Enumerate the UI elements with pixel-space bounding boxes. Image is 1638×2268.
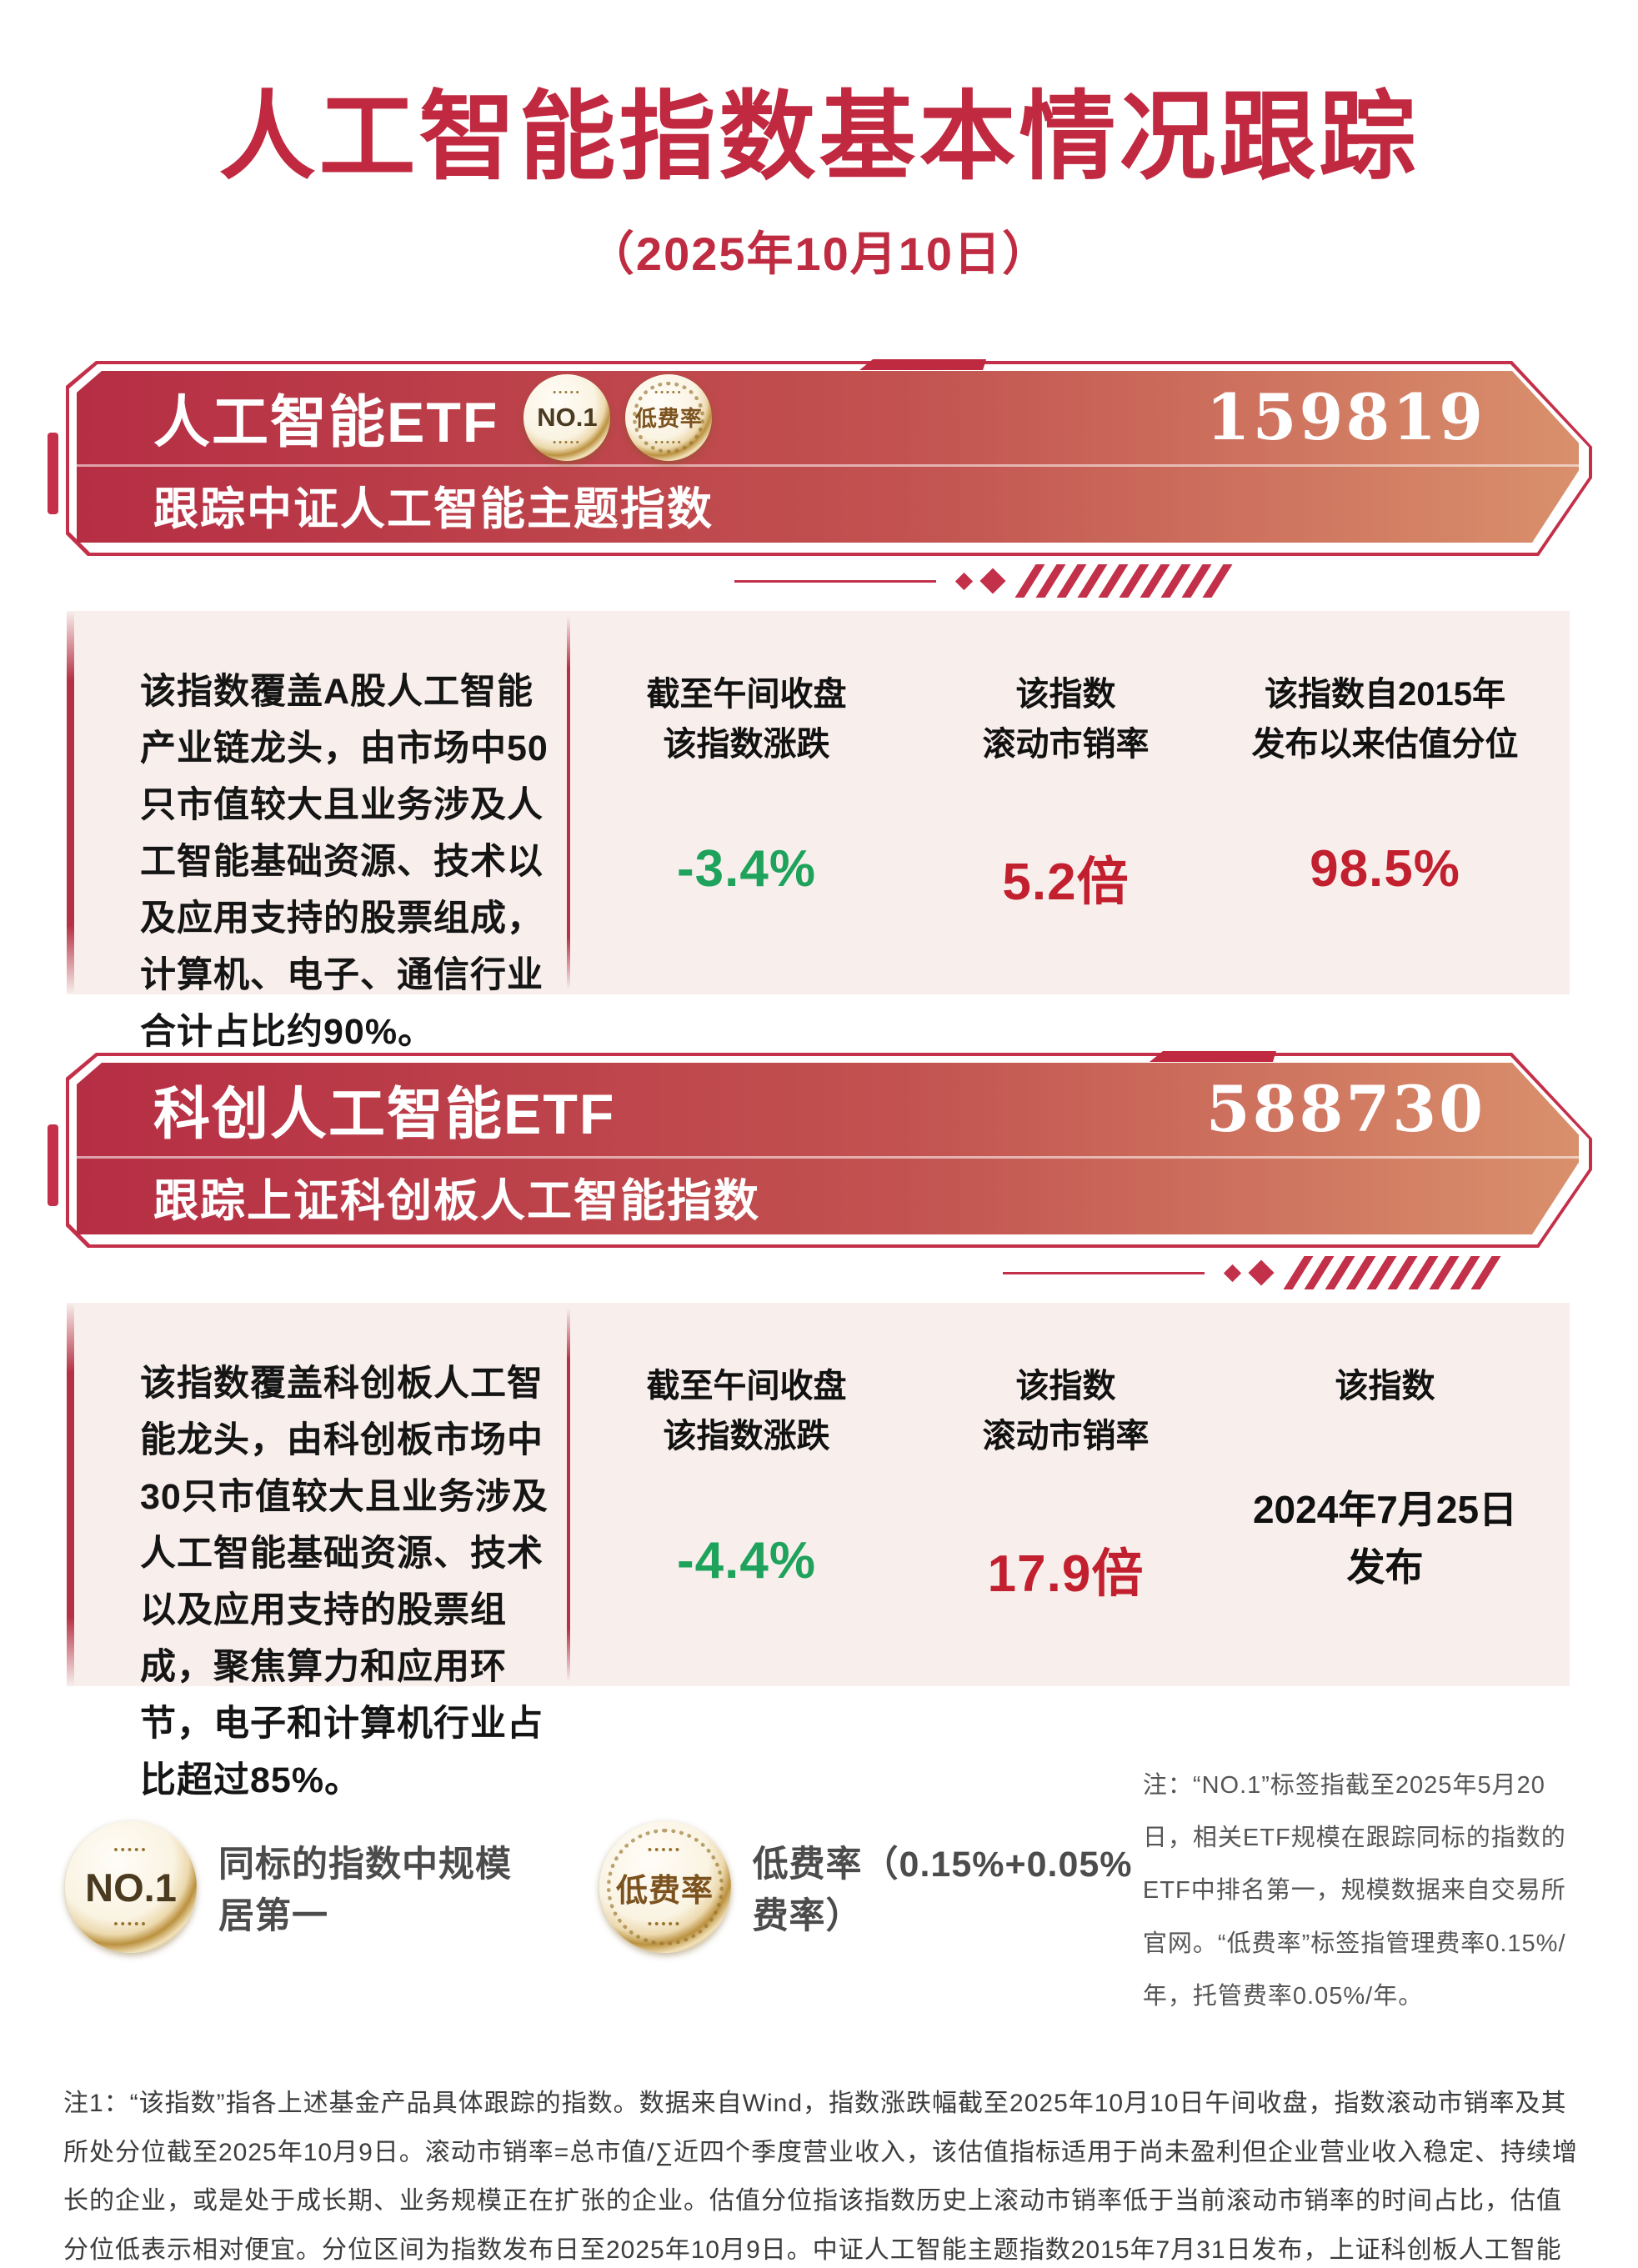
stat-label-line: 滚动市销率 — [982, 726, 1150, 763]
stat-value: 98.5% — [1310, 840, 1460, 898]
stat-value: 5.2倍 — [1002, 854, 1130, 911]
etf1-description: 该指数覆盖A股人工智能产业链龙头，由市场中50只市值较大且业务涉及人工智能基础资… — [140, 672, 549, 1052]
etf2-name: 科创人工智能ETF — [153, 1083, 616, 1147]
etf1-banner-track-row: 跟踪中证人工智能主题指数 — [77, 467, 1579, 543]
etf2-description-panel: 该指数覆盖科创板人工智能龙头，由科创板市场中30只市值较大且业务涉及人工智能基础… — [67, 1303, 567, 1800]
stat-label-line: 该指数涨跌 — [663, 1418, 830, 1454]
etf1-name: 人工智能ETF — [153, 391, 499, 455]
etf1-stats-panel: 截至午间收盘 该指数涨跌 -3.4% 该指数滚动市销率 5.2倍 该指数自2015… — [570, 611, 1570, 994]
stat-label-line: 截至午间收盘 — [646, 1368, 847, 1404]
low-fee-medal-icon: 低费率 — [625, 374, 712, 461]
etf1-banner-title-row: 人工智能ETF NO.1 低费率 159819 — [77, 371, 1579, 464]
etf1-stat-ps-ratio: 该指数滚动市销率 5.2倍 — [906, 669, 1225, 994]
etf2-stat-change: 截至午间收盘 该指数涨跌 -4.4% — [587, 1361, 906, 1686]
stat-value-published: 发布 — [1346, 1545, 1424, 1589]
etf2-stats-panel: 截至午间收盘 该指数涨跌 -4.4% 该指数滚动市销率 17.9倍 该指数 202… — [570, 1303, 1570, 1686]
etf1-banner-body: 人工智能ETF NO.1 低费率 159819 跟踪中证人工智能主题指数 — [77, 371, 1579, 543]
vertical-divider — [567, 616, 570, 989]
badge-legend: NO.1 同标的指数中规模居第一 低费率 低费率（0.15%+0.05%费率） — [65, 1751, 1143, 2023]
stat-label-line: 截至午间收盘 — [646, 676, 847, 713]
etf2-banner-body: 科创人工智能ETF 588730 跟踪上证科创板人工智能指数 — [77, 1063, 1579, 1234]
banner-top-accent — [1150, 1051, 1276, 1062]
etf2-code: 588730 — [1205, 1072, 1485, 1147]
etf2-stat-ps-ratio: 该指数滚动市销率 17.9倍 — [906, 1361, 1225, 1686]
banner-top-accent — [859, 359, 986, 370]
no1-badge-label: NO.1 — [85, 1865, 177, 1910]
etf2-info-box: 该指数覆盖科创板人工智能龙头，由科创板市场中30只市值较大且业务涉及人工智能基础… — [67, 1303, 1570, 1800]
etf1-description-panel: 该指数覆盖A股人工智能产业链龙头，由市场中50只市值较大且业务涉及人工智能基础资… — [67, 611, 567, 1052]
stat-value-date: 2024年7月25日 — [1252, 1488, 1518, 1531]
legend-section: NO.1 同标的指数中规模居第一 低费率 低费率（0.15%+0.05%费率） … — [65, 1751, 1588, 2023]
banner-divider — [77, 464, 1579, 467]
etf1-stat-valuation-percentile: 该指数自2015年 发布以来估值分位 98.5% — [1225, 669, 1545, 994]
etf2-banner: 科创人工智能ETF 588730 跟踪上证科创板人工智能指数 — [48, 1051, 1592, 1248]
stat-value: -3.4% — [677, 840, 816, 898]
vertical-divider — [567, 1308, 570, 1681]
deco-line — [734, 579, 936, 583]
etf1-code: 159819 — [1205, 380, 1485, 455]
page-subtitle-date: （2025年10月10日） — [587, 228, 1051, 280]
banner-side-tab — [48, 433, 58, 514]
stat-label-line: 发布以来估值分位 — [1251, 726, 1519, 763]
legend-low-fee-text: 低费率（0.15%+0.05%费率） — [752, 1845, 1133, 1937]
low-fee-medal-icon: 低费率 — [599, 1821, 731, 1954]
legend-low-fee: 低费率 低费率（0.15%+0.05%费率） — [599, 1821, 1143, 1954]
diamond-icon — [1248, 1259, 1275, 1286]
etf2-stat-launch-date: 该指数 2024年7月25日 发布 — [1225, 1361, 1545, 1686]
no1-medal-icon: NO.1 — [523, 374, 610, 461]
etf2-description: 该指数覆盖科创板人工智能龙头，由科创板市场中30只市值较大且业务涉及人工智能基础… — [140, 1364, 549, 1800]
banner-divider — [77, 1156, 1579, 1159]
badge-footnote: 注：“NO.1”标签指截至2025年5月20日，相关ETF规模在跟踪同标的指数的… — [1142, 1772, 1566, 2010]
footnotes-section: 注1：“该指数”指各上述基金产品具体跟踪的指数。数据来自Wind，指数涨跌幅截至… — [63, 2080, 1583, 2268]
stat-label-line: 该指数 — [1015, 676, 1116, 713]
stat-label-line: 该指数 — [1335, 1368, 1435, 1404]
etf1-deco-line — [66, 561, 1592, 601]
no1-medal-icon: NO.1 — [65, 1821, 197, 1954]
etf1-badges: NO.1 低费率 — [523, 374, 712, 461]
etf2-deco-line — [66, 1253, 1592, 1293]
etf1-stat-change: 截至午间收盘 该指数涨跌 -3.4% — [587, 669, 906, 994]
stat-label-line: 滚动市销率 — [982, 1418, 1150, 1454]
banner-side-tab — [48, 1124, 58, 1206]
low-fee-badge-label: 低费率 — [616, 1873, 714, 1909]
page-title: 人工智能指数基本情况跟踪 — [218, 83, 1420, 191]
etf2-track-label: 跟踪上证科创板人工智能指数 — [153, 1175, 760, 1226]
deco-line — [1003, 1271, 1205, 1274]
etf1-info-box: 该指数覆盖A股人工智能产业链龙头，由市场中50只市值较大且业务涉及人工智能基础资… — [67, 611, 1570, 1052]
legend-no1-text: 同标的指数中规模居第一 — [218, 1845, 512, 1937]
diamond-icon — [954, 572, 974, 590]
stat-value: 17.9倍 — [987, 1545, 1145, 1603]
stat-label-line: 该指数自2015年 — [1265, 676, 1505, 713]
etf2-banner-title-row: 科创人工智能ETF 588730 — [77, 1063, 1579, 1156]
low-fee-badge-label: 低费率 — [634, 406, 703, 432]
etf1-track-label: 跟踪中证人工智能主题指数 — [153, 483, 714, 534]
stat-label-line: 该指数涨跌 — [663, 726, 830, 763]
etf1-banner: 人工智能ETF NO.1 低费率 159819 跟踪中证人工智能主题指数 — [48, 359, 1592, 556]
stat-label-line: 该指数 — [1015, 1368, 1116, 1404]
footnote-1: 注1：“该指数”指各上述基金产品具体跟踪的指数。数据来自Wind，指数涨跌幅截至… — [63, 2090, 1579, 2264]
no1-badge-label: NO.1 — [537, 402, 598, 432]
legend-no1: NO.1 同标的指数中规模居第一 — [65, 1821, 536, 1954]
diamond-icon — [1223, 1264, 1242, 1282]
diamond-icon — [979, 568, 1006, 594]
etf2-banner-track-row: 跟踪上证科创板人工智能指数 — [77, 1159, 1579, 1234]
stat-value: -4.4% — [677, 1532, 816, 1590]
